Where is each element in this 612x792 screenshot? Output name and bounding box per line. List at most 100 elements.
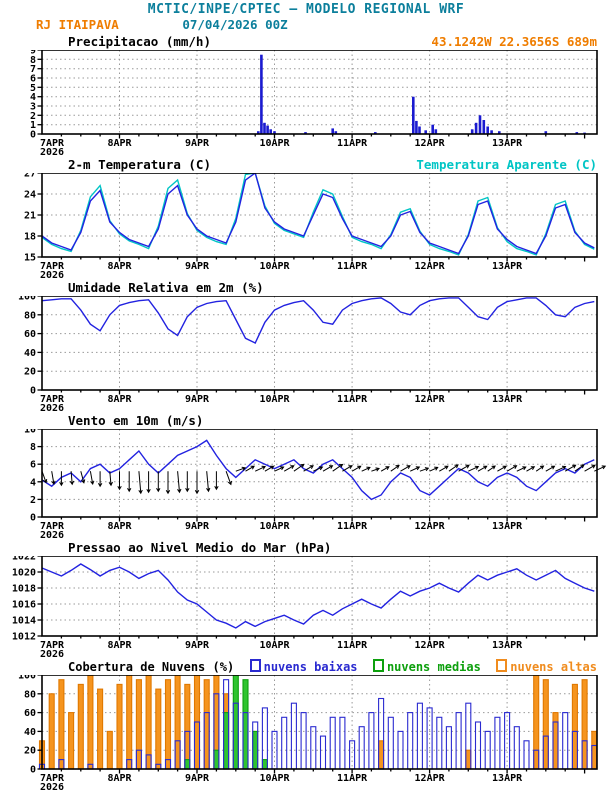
- panel-title-temperature: 2-m Temperatura (C): [68, 157, 211, 172]
- svg-text:1022: 1022: [12, 556, 36, 563]
- svg-text:8APR: 8APR: [107, 521, 132, 532]
- svg-text:1014: 1014: [12, 616, 36, 627]
- svg-text:8APR: 8APR: [107, 773, 132, 784]
- svg-text:2: 2: [30, 111, 36, 122]
- svg-text:100: 100: [18, 675, 36, 682]
- svg-text:3: 3: [30, 102, 36, 113]
- svg-text:1016: 1016: [12, 600, 36, 611]
- svg-text:0: 0: [30, 513, 36, 524]
- svg-text:12APR: 12APR: [415, 773, 446, 784]
- svg-text:6: 6: [30, 74, 36, 85]
- svg-text:40: 40: [24, 727, 36, 738]
- panel-pressure-title-row: Pressao ao Nivel Medio do Mar (hPa): [0, 539, 612, 556]
- svg-text:10APR: 10APR: [259, 138, 290, 149]
- svg-text:2026: 2026: [40, 649, 64, 658]
- panel-clouds: Cobertura de Nuvens (%) nuvens baixas nu…: [0, 658, 612, 791]
- svg-text:10: 10: [24, 429, 36, 436]
- panel-pressure: Pressao ao Nivel Medio do Mar (hPa) 1012…: [0, 539, 612, 658]
- panel-wind-title-row: Vento em 10m (m/s): [0, 412, 612, 429]
- svg-text:0: 0: [30, 386, 36, 397]
- svg-text:1020: 1020: [12, 568, 36, 579]
- svg-text:2: 2: [30, 495, 36, 506]
- panel-temperature-title-row: 2-m Temperatura (C) Temperatura Aparente…: [0, 156, 612, 173]
- legend-low-clouds-label: nuvens baixas: [263, 660, 358, 674]
- svg-text:9APR: 9APR: [185, 394, 210, 405]
- svg-text:11APR: 11APR: [337, 521, 368, 532]
- svg-text:8: 8: [30, 55, 36, 66]
- run-datetime: 07/04/2026 00Z: [182, 17, 288, 32]
- panel-humidity: Umidade Relativa em 2m (%) 0 20 40 60 80 100 7…: [0, 279, 612, 412]
- svg-text:7APR: 7APR: [40, 640, 65, 651]
- svg-text:60: 60: [24, 329, 36, 340]
- svg-text:13APR: 13APR: [492, 394, 523, 405]
- legend-mid-clouds: nuvens medias: [372, 659, 481, 674]
- svg-text:7APR: 7APR: [40, 394, 65, 405]
- svg-text:2026: 2026: [40, 270, 64, 279]
- svg-text:15: 15: [24, 253, 36, 264]
- svg-text:2026: 2026: [40, 403, 64, 412]
- svg-text:20: 20: [24, 367, 36, 378]
- svg-text:13APR: 13APR: [492, 521, 523, 532]
- svg-text:1: 1: [30, 120, 36, 131]
- svg-text:60: 60: [24, 708, 36, 719]
- svg-text:11APR: 11APR: [337, 261, 368, 272]
- svg-text:40: 40: [24, 348, 36, 359]
- svg-text:11APR: 11APR: [337, 138, 368, 149]
- station-coords: 43.1242W 22.3656S 689m: [431, 34, 597, 49]
- svg-text:9APR: 9APR: [185, 261, 210, 272]
- svg-text:2026: 2026: [40, 530, 64, 539]
- svg-text:0: 0: [30, 765, 36, 776]
- svg-text:10APR: 10APR: [259, 773, 290, 784]
- legend-high-clouds-label: nuvens altas: [510, 660, 597, 674]
- panel-title-humidity: Umidade Relativa em 2m (%): [68, 280, 264, 295]
- svg-text:8: 8: [30, 442, 36, 453]
- svg-text:9APR: 9APR: [185, 138, 210, 149]
- panel-title-pressure: Pressao ao Nivel Medio do Mar (hPa): [68, 540, 332, 555]
- svg-text:20: 20: [24, 746, 36, 757]
- svg-text:10APR: 10APR: [259, 521, 290, 532]
- svg-text:8APR: 8APR: [107, 138, 132, 149]
- mid-clouds-swatch-icon: [372, 659, 384, 672]
- svg-text:7APR: 7APR: [40, 521, 65, 532]
- svg-text:9APR: 9APR: [185, 521, 210, 532]
- panel-humidity-title-row: Umidade Relativa em 2m (%): [0, 279, 612, 296]
- panel-precipitation: Precipitacao (mm/h) 43.1242W 22.3656S 68…: [0, 33, 612, 156]
- svg-text:9: 9: [30, 50, 36, 57]
- panel-title-clouds: Cobertura de Nuvens (%): [68, 660, 235, 674]
- header-row: RJ ITAIPAVA 07/04/2026 00Z: [0, 17, 612, 33]
- panel-title-wind: Vento em 10m (m/s): [68, 413, 204, 428]
- svg-text:9APR: 9APR: [185, 640, 210, 651]
- svg-text:4: 4: [30, 477, 36, 488]
- svg-text:8APR: 8APR: [107, 261, 132, 272]
- svg-text:80: 80: [24, 310, 36, 321]
- svg-text:11APR: 11APR: [337, 773, 368, 784]
- svg-text:2026: 2026: [40, 147, 64, 156]
- panel-title-precipitation: Precipitacao (mm/h): [68, 34, 211, 49]
- svg-text:8APR: 8APR: [107, 394, 132, 405]
- low-clouds-swatch-icon: [249, 659, 261, 672]
- svg-text:12APR: 12APR: [415, 640, 446, 651]
- svg-text:13APR: 13APR: [492, 773, 523, 784]
- svg-text:2026: 2026: [40, 782, 64, 791]
- svg-text:10APR: 10APR: [259, 640, 290, 651]
- svg-text:6: 6: [30, 460, 36, 471]
- svg-text:11APR: 11APR: [337, 640, 368, 651]
- svg-text:27: 27: [24, 173, 36, 180]
- svg-text:13APR: 13APR: [492, 640, 523, 651]
- panel-temperature: 2-m Temperatura (C) Temperatura Aparente…: [0, 156, 612, 279]
- svg-text:0: 0: [30, 130, 36, 141]
- apparent-temperature-label: Temperatura Aparente (C): [416, 157, 597, 172]
- svg-text:21: 21: [24, 211, 36, 222]
- svg-text:7APR: 7APR: [40, 138, 65, 149]
- svg-text:5: 5: [30, 83, 36, 94]
- svg-text:1012: 1012: [12, 632, 36, 643]
- svg-text:13APR: 13APR: [492, 138, 523, 149]
- panel-clouds-title-row: Cobertura de Nuvens (%) nuvens baixas nu…: [0, 658, 612, 675]
